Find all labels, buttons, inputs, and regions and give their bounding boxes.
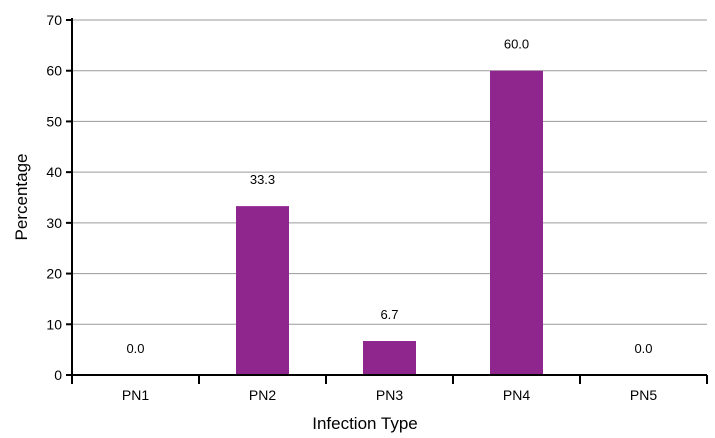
- x-tick-label-pn5: PN5: [630, 387, 657, 403]
- bars: [236, 70, 543, 375]
- y-tick-label: 20: [46, 266, 62, 282]
- bar-pn2: [236, 206, 289, 375]
- data-label-pn5: 0.0: [634, 341, 652, 356]
- x-axis-title: Infection Type: [312, 414, 418, 433]
- y-tick-label: 40: [46, 164, 62, 180]
- x-tick-label-pn2: PN2: [249, 387, 276, 403]
- axes: [66, 18, 708, 384]
- labels: 0 10 20 30 40 50 60 70 0.0 PN1 33.3 PN2 6.7 PN3 60.0 PN…: [46, 12, 657, 403]
- y-tick-label: 50: [46, 113, 62, 129]
- x-tick-label-pn1: PN1: [122, 387, 149, 403]
- y-tick-label: 30: [46, 215, 62, 231]
- data-label-pn3: 6.7: [380, 307, 398, 322]
- bar-pn3: [363, 341, 416, 375]
- y-tick-label: 10: [46, 316, 62, 332]
- bar-pn4: [490, 70, 543, 375]
- data-label-pn4: 60.0: [504, 37, 529, 52]
- data-label-pn1: 0.0: [126, 341, 144, 356]
- gridlines: [72, 19, 707, 325]
- y-tick-label: 70: [46, 12, 62, 28]
- y-tick-label: 60: [46, 63, 62, 79]
- data-label-pn2: 33.3: [250, 172, 275, 187]
- x-tick-label-pn4: PN4: [503, 387, 530, 403]
- y-axis-title: Percentage: [12, 154, 31, 241]
- x-tick-label-pn3: PN3: [376, 387, 403, 403]
- y-tick-label: 0: [54, 367, 62, 383]
